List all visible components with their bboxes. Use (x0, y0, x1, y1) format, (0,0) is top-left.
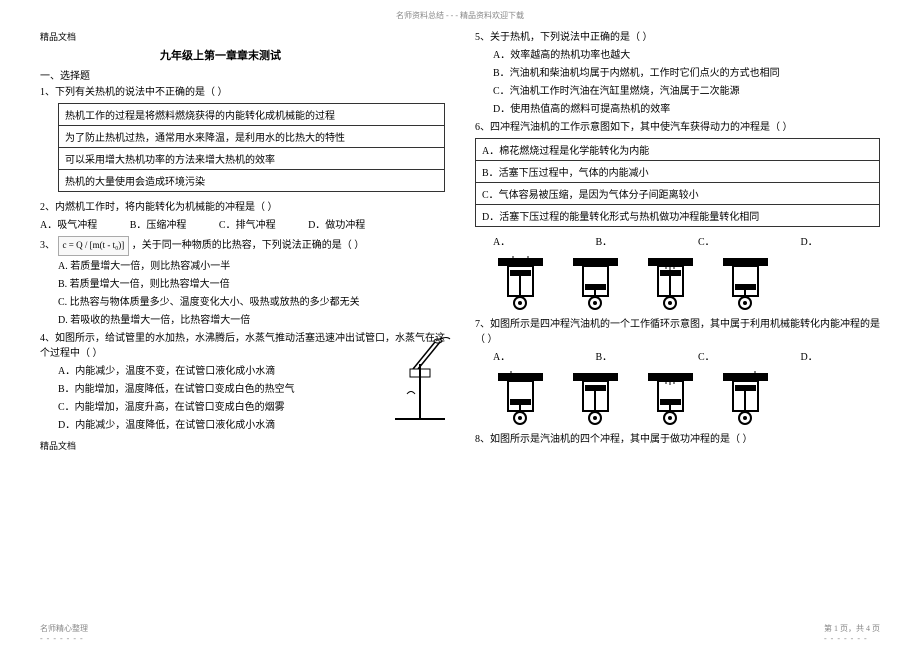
q7-labelC: C． (698, 350, 753, 365)
q1-optD: 热机的大量使用会造成环境污染 (58, 169, 445, 192)
q5-optD: D．使用热值高的燃料可提高热机的效率 (493, 102, 880, 117)
engine-diagram-icon (568, 371, 623, 426)
section-header: 一、选择题 (40, 67, 445, 82)
q6-labelD: D． (801, 235, 856, 250)
q5-optA: A．效率越高的热机功率也越大 (493, 48, 880, 63)
main-columns: 精品文档 九年级上第一章章末测试 一、选择题 1、下列有关热机的说法中不正确的是… (40, 30, 880, 456)
q6-labelB: B． (596, 235, 651, 250)
q6-optB: B．活塞下压过程中，气体的内能减小 (475, 160, 880, 182)
q6-labelA: A． (493, 235, 548, 250)
doc-label: 精品文档 (40, 30, 445, 43)
footer-right: 第 1 页，共 4 页 - - - - - - - (824, 623, 880, 643)
q4-options: A．内能减少，温度不变，在试管口液化成小水滴 B．内能增加，温度降低，在试管口变… (58, 364, 445, 433)
q7-labels: A． B． C． D． (493, 350, 880, 365)
q3-suffix: ，关于同一种物质的比热容，下列说法正确的是（ ） (132, 240, 365, 251)
q3-optB: B. 若质量增大一倍，则比热容增大一倍 (58, 277, 445, 292)
footer-left: 名师精心整理 - - - - - - - (40, 623, 88, 643)
q1-optC: 可以采用增大热机功率的方法来增大热机的效率 (58, 147, 445, 169)
q1-options: 热机工作的过程是将燃料燃烧获得的内能转化成机械能的过程 为了防止热机过热，通常用… (40, 103, 445, 192)
engine-diagram-icon (493, 256, 548, 311)
q7-diagrams (493, 371, 880, 426)
q6-optD: D．活塞下压过程的能量转化形式与热机做功冲程能量转化相同 (475, 204, 880, 227)
engine-diagram-icon (643, 256, 698, 311)
q2-options: A．吸气冲程 B．压缩冲程 C．排气冲程 D．做功冲程 (40, 218, 445, 233)
q6-labelC: C． (698, 235, 753, 250)
left-column: 精品文档 九年级上第一章章末测试 一、选择题 1、下列有关热机的说法中不正确的是… (40, 30, 445, 456)
q2-stem: 2、内燃机工作时，将内能转化为机械能的冲程是（ ） (40, 200, 445, 215)
q3-optC: C. 比热容与物体质量多少、温度变化大小、吸热或放热的多少都无关 (58, 295, 445, 310)
doc-label-bottom: 精品文档 (40, 439, 445, 452)
q6-optC: C．气体容易被压缩，是因为气体分子间距离较小 (475, 182, 880, 204)
q2-optA: A．吸气冲程 (40, 220, 97, 231)
engine-diagram-icon (643, 371, 698, 426)
engine-diagram-icon (718, 256, 773, 311)
q1-optB: 为了防止热机过热，通常用水来降温，是利用水的比热大的特性 (58, 125, 445, 147)
q8-stem: 8、如图所示是汽油机的四个冲程，其中属于做功冲程的是（ ） (475, 432, 880, 447)
engine-diagram-icon (568, 256, 623, 311)
q6-diagrams (493, 256, 880, 311)
q3-prefix: 3、 (40, 240, 55, 251)
formula-icon: c = Q / [m(t - t₀)] (58, 236, 130, 256)
q3-optA: A. 若质量增大一倍，则比热容减小一半 (58, 259, 445, 274)
right-column: 5、关于热机，下列说法中正确的是（ ） A．效率越高的热机功率也越大 B．汽油机… (475, 30, 880, 456)
q2-optB: B．压缩冲程 (130, 220, 187, 231)
q7-stem: 7、如图所示是四冲程汽油机的一个工作循环示意图，其中属于利用机械能转化内能冲程的… (475, 317, 880, 347)
page-title: 九年级上第一章章末测试 (160, 47, 445, 63)
q3-stem: 3、 c = Q / [m(t - t₀)] ，关于同一种物质的比热容，下列说法… (40, 236, 445, 256)
q6-optA: A．棉花燃烧过程是化学能转化为内能 (475, 138, 880, 160)
q1-stem: 1、下列有关热机的说法中不正确的是（ ） (40, 85, 445, 100)
q2-optC: C．排气冲程 (219, 220, 276, 231)
q5-stem: 5、关于热机，下列说法中正确的是（ ） (475, 30, 880, 45)
engine-diagram-icon (718, 371, 773, 426)
q5-optB: B．汽油机和柴油机均属于内燃机，工作时它们点火的方式也相同 (493, 66, 880, 81)
top-header: 名师资料总结 - - - 精品资料欢迎下载 (396, 10, 524, 21)
q6-options: A．棉花燃烧过程是化学能转化为内能 B．活塞下压过程中，气体的内能减小 C．气体… (475, 138, 880, 227)
page-number: 第 1 页，共 4 页 (824, 624, 880, 633)
q1-optA: 热机工作的过程是将燃料燃烧获得的内能转化成机械能的过程 (58, 103, 445, 125)
footer-dots: - - - - - - - (40, 634, 84, 643)
q7-labelA: A． (493, 350, 548, 365)
test-tube-diagram-icon (385, 334, 455, 424)
q7-labelB: B． (596, 350, 651, 365)
footer-dots-right: - - - - - - - (824, 634, 868, 643)
q7-labelD: D． (801, 350, 856, 365)
footer-label: 名师精心整理 (40, 624, 88, 633)
q6-stem: 6、四冲程汽油机的工作示意图如下，其中使汽车获得动力的冲程是（ ） (475, 120, 880, 135)
q6-labels: A． B． C． D． (493, 235, 880, 250)
q5-optC: C．汽油机工作时汽油在汽缸里燃烧，汽油属于二次能源 (493, 84, 880, 99)
engine-diagram-icon (493, 371, 548, 426)
q2-optD: D．做功冲程 (308, 220, 365, 231)
q3-optD: D. 若吸收的热量增大一倍，比热容增大一倍 (58, 313, 445, 328)
